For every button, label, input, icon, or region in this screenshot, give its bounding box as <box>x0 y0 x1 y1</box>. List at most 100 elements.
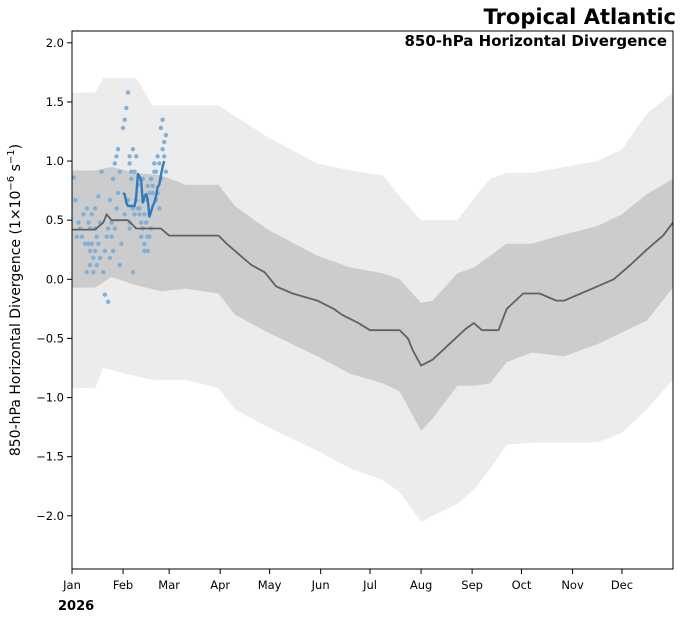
x-tick-label: Apr <box>210 578 230 592</box>
observation-point <box>139 234 144 239</box>
observation-point <box>111 248 116 254</box>
observation-point <box>81 212 86 217</box>
observation-point <box>96 194 101 199</box>
observation-point <box>73 197 78 203</box>
observation-point <box>134 154 139 159</box>
observation-point <box>157 161 162 166</box>
observation-point <box>129 169 134 174</box>
observation-point <box>120 125 126 131</box>
observation-point <box>147 190 152 196</box>
observation-point <box>96 241 101 246</box>
x-tick-label: Oct <box>512 578 532 592</box>
observation-point <box>130 206 136 211</box>
observation-point <box>127 226 132 231</box>
y-tick-label: −2.0 <box>36 509 64 523</box>
observation-point <box>130 147 136 152</box>
observation-point <box>117 169 123 174</box>
observation-point <box>142 212 147 217</box>
observation-point <box>124 105 129 111</box>
observation-point <box>106 226 111 231</box>
observation-point <box>127 161 132 166</box>
observation-point <box>111 176 116 181</box>
observation-point <box>104 234 109 239</box>
observation-point <box>74 234 80 239</box>
observation-point <box>109 234 114 239</box>
chart-subtitle: 850-hPa Horizontal Divergence <box>404 32 667 50</box>
observation-point <box>119 241 124 246</box>
observation-point <box>148 176 154 181</box>
observation-point <box>162 154 167 159</box>
observation-point <box>115 190 121 196</box>
y-tick-label: 1.5 <box>46 95 64 109</box>
y-tick-label: −0.5 <box>36 331 64 345</box>
observation-point <box>163 169 169 174</box>
y-tick-label: 0.0 <box>46 272 64 286</box>
observation-point <box>127 154 132 159</box>
observation-point <box>132 212 137 217</box>
observation-point <box>150 190 155 196</box>
observation-point <box>122 117 127 122</box>
x-tick-label: Nov <box>561 578 584 592</box>
observation-point <box>139 220 144 225</box>
observation-point <box>143 220 149 225</box>
x-tick-label: Jul <box>362 578 377 592</box>
observation-point <box>114 154 119 159</box>
observation-point <box>122 212 127 217</box>
observation-point <box>158 125 164 131</box>
observation-point <box>157 206 162 211</box>
plot-frame <box>71 30 674 570</box>
observation-point <box>135 206 141 211</box>
observation-point <box>114 206 119 211</box>
observation-point <box>92 248 98 254</box>
observation-point <box>72 175 76 180</box>
x-tick-label: Aug <box>410 578 432 592</box>
observation-point <box>106 299 111 304</box>
observation-point <box>84 206 90 211</box>
observation-point <box>94 262 99 268</box>
observation-point <box>112 226 118 231</box>
observation-point <box>89 241 95 246</box>
observation-point <box>102 248 108 254</box>
observation-point <box>132 169 137 174</box>
observation-point <box>112 161 118 166</box>
observation-point <box>142 248 147 254</box>
observation-point <box>137 212 142 217</box>
observation-point <box>86 241 91 246</box>
year-label: 2026 <box>58 599 94 614</box>
observation-point <box>99 169 104 174</box>
observation-point <box>145 248 150 254</box>
observation-point <box>91 255 96 261</box>
observation-point <box>91 270 96 275</box>
chart-title: Tropical Atlantic <box>484 5 676 29</box>
current-year-line <box>122 160 166 218</box>
observation-point <box>109 220 114 225</box>
observation-point <box>150 183 155 189</box>
x-tick-label: Jan <box>62 578 81 592</box>
observation-point <box>145 183 150 189</box>
observation-point <box>117 262 123 268</box>
observation-point <box>142 241 147 246</box>
y-tick-label: 0.5 <box>46 213 64 227</box>
observation-point <box>102 292 108 297</box>
y-tick-label: 2.0 <box>46 36 64 50</box>
observation-point <box>147 234 152 239</box>
observation-point <box>107 197 113 203</box>
observation-point <box>101 270 106 275</box>
observation-point <box>152 161 157 166</box>
x-tick-label: May <box>258 578 282 592</box>
x-tick-label: Feb <box>113 578 133 592</box>
observation-point <box>160 147 165 152</box>
y-tick-label: −1.5 <box>36 450 64 464</box>
observation-point <box>79 234 85 239</box>
observation-point <box>86 220 91 225</box>
climatology-line <box>72 213 673 367</box>
y-axis-label: 850-hPa Horizontal Divergence (1×10−6 s−… <box>6 144 24 456</box>
observation-point <box>76 220 81 225</box>
y-tick-label: −1.0 <box>36 391 64 405</box>
x-tick-label: Sep <box>461 578 483 592</box>
observation-point <box>89 212 95 217</box>
observation-point <box>87 248 93 254</box>
x-tick-label: Jun <box>311 578 330 592</box>
plot-area <box>72 78 673 522</box>
